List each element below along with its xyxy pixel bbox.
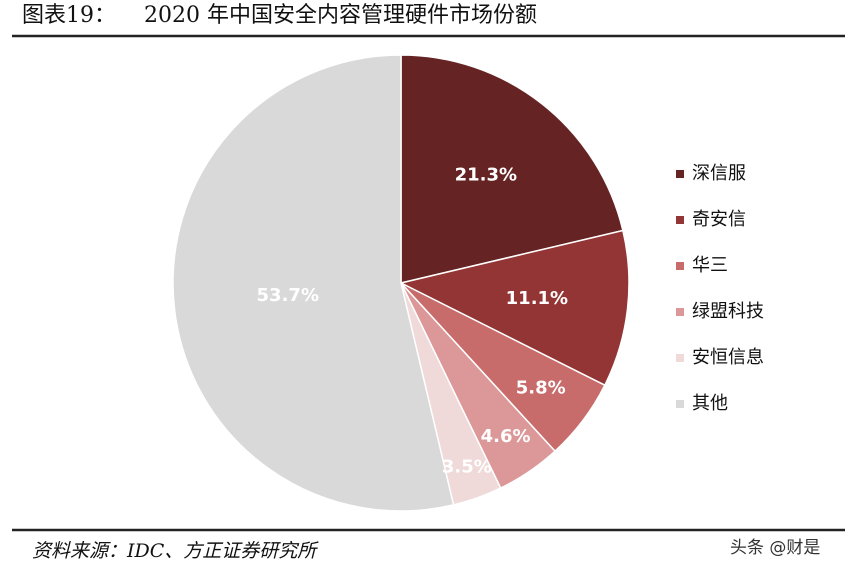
legend-swatch bbox=[676, 308, 684, 316]
legend-swatch bbox=[676, 354, 684, 362]
pie-slice bbox=[172, 54, 455, 512]
legend-label: 奇安信 bbox=[692, 209, 746, 230]
data-label: 4.6% bbox=[481, 426, 531, 447]
data-label: 11.1% bbox=[506, 288, 568, 309]
data-label: 53.7% bbox=[257, 285, 319, 306]
legend-swatch bbox=[676, 216, 684, 224]
legend-label: 绿盟科技 bbox=[692, 301, 764, 322]
pie-slice bbox=[400, 54, 624, 284]
pie-slice bbox=[398, 229, 630, 387]
legend-swatch bbox=[676, 170, 684, 178]
data-label: 21.3% bbox=[455, 165, 517, 186]
legend-swatch bbox=[676, 262, 684, 270]
legend-swatch bbox=[676, 400, 684, 408]
legend-label: 华三 bbox=[692, 255, 728, 276]
data-label: 3.5% bbox=[442, 457, 492, 478]
legend-label: 安恒信息 bbox=[692, 347, 764, 368]
legend-label: 深信服 bbox=[692, 163, 746, 184]
data-label: 5.8% bbox=[516, 378, 566, 399]
watermark: 头条 @财是 bbox=[730, 538, 820, 558]
source: 资料来源：IDC、方正证券研究所 bbox=[32, 540, 319, 562]
legend-label: 其他 bbox=[692, 393, 728, 414]
chart-title: 图表19： 2020 年中国安全内容管理硬件市场份额 bbox=[22, 3, 537, 28]
